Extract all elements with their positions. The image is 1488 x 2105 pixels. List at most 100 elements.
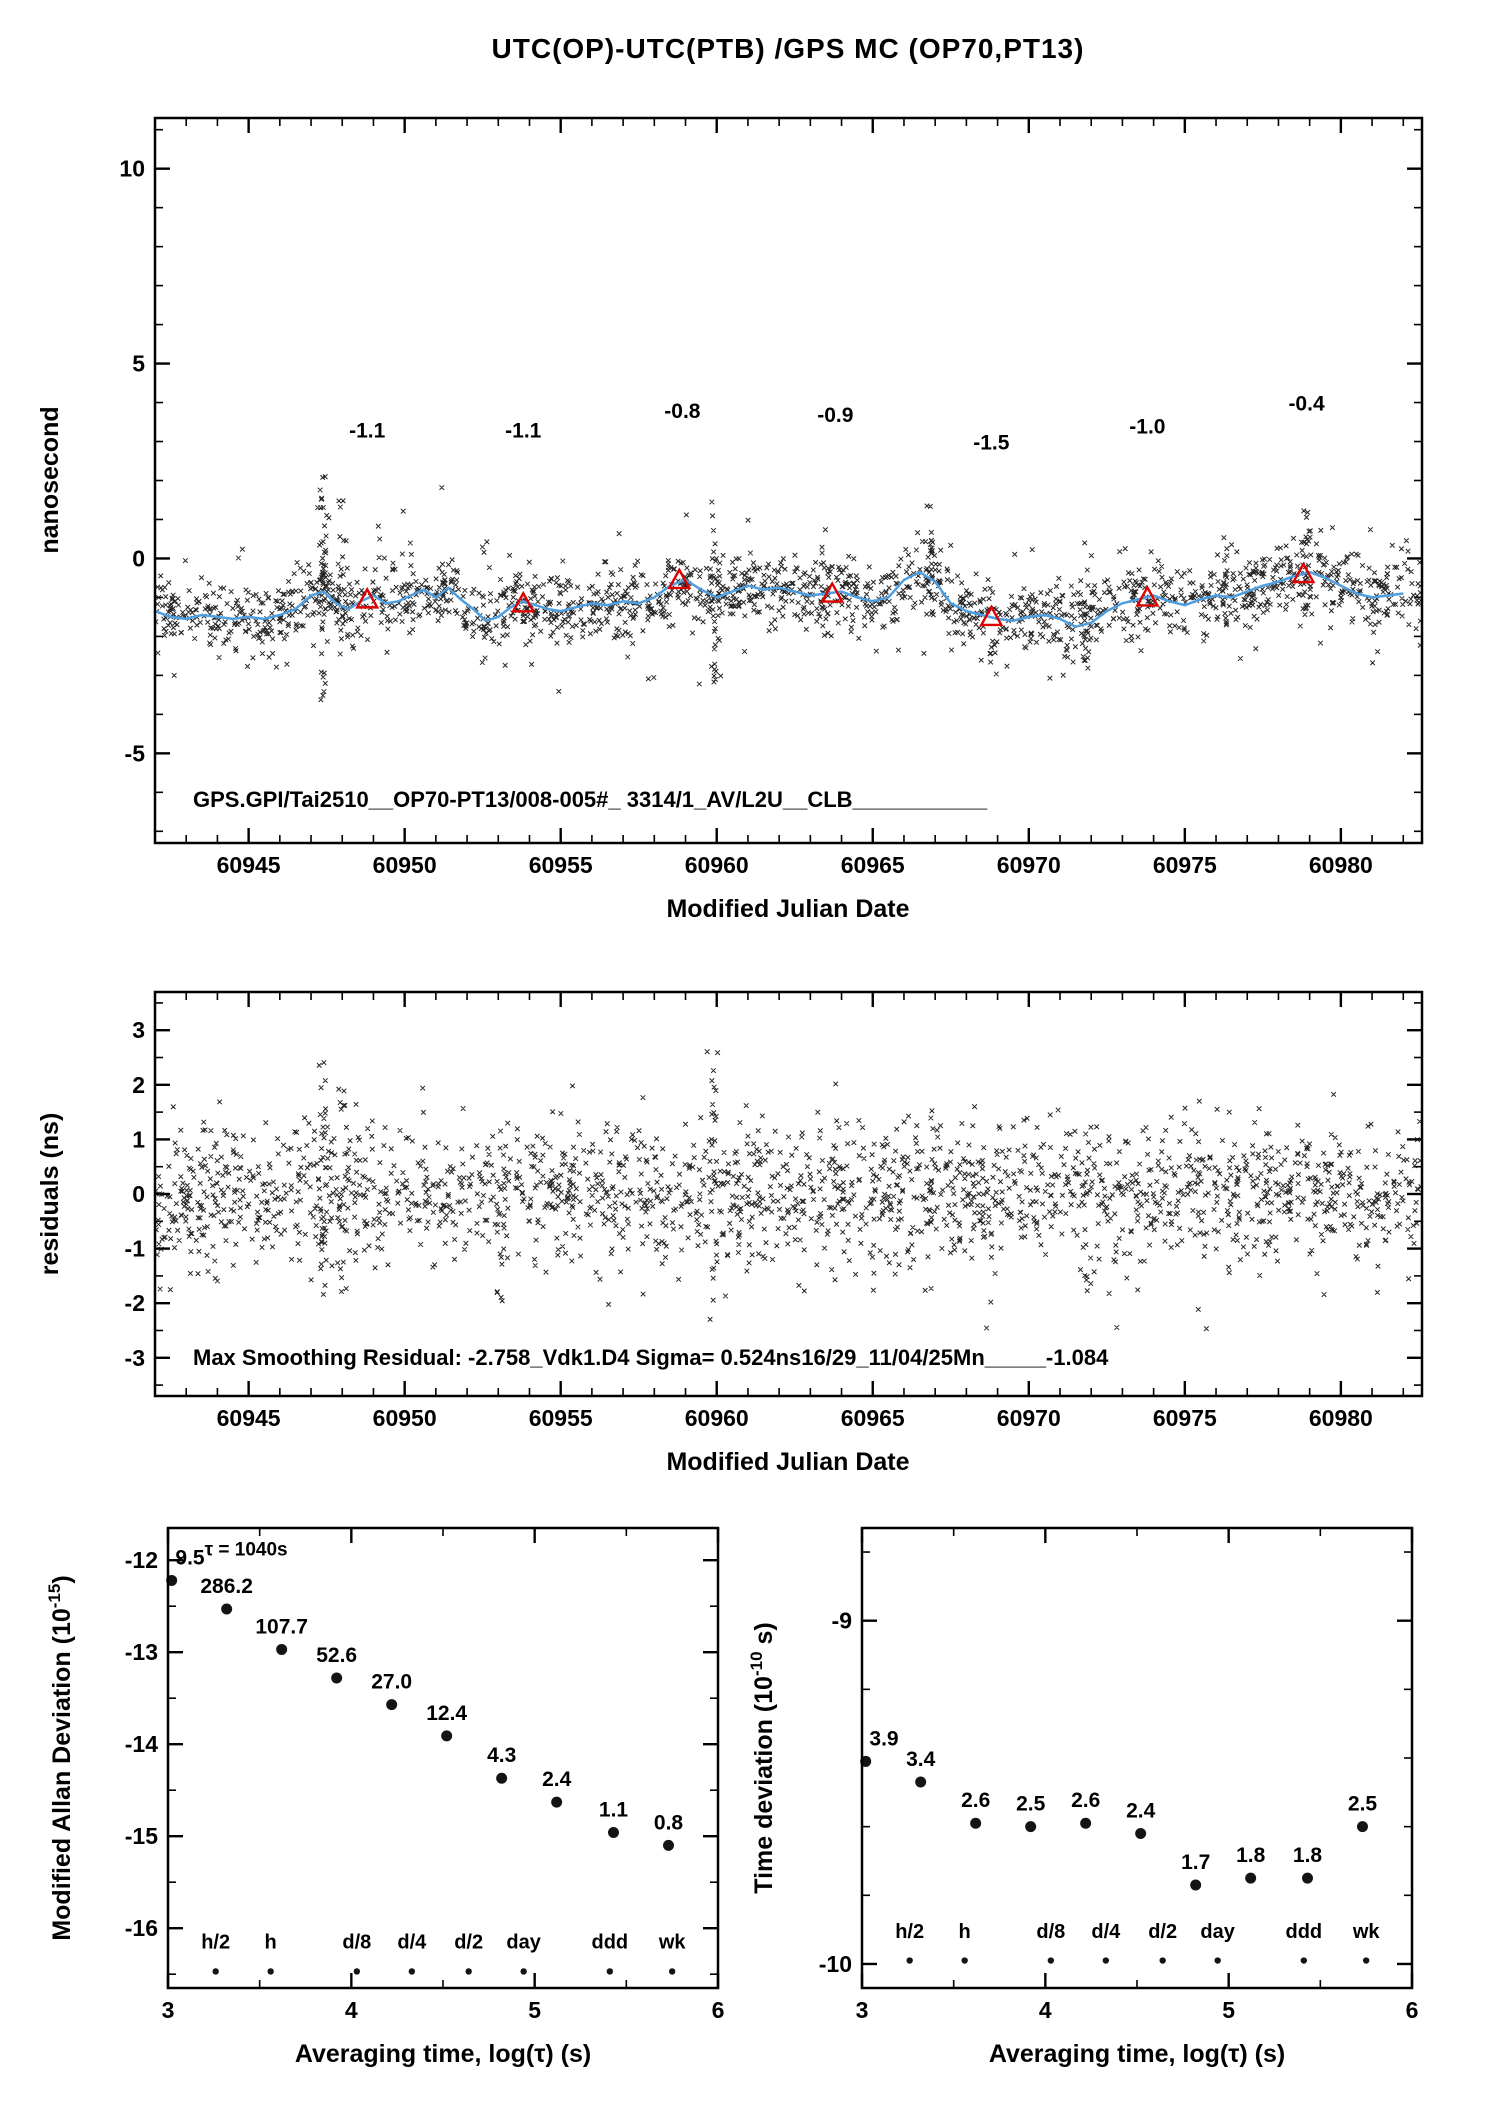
scatter-points [155,474,1422,703]
data-point [496,1772,508,1784]
residuals-annotation: Max Smoothing Residual: -2.758_Vdk1.D4 S… [193,1345,1109,1370]
data-point [1190,1879,1202,1891]
point-value-label: 2.5 [1016,1793,1046,1816]
y-tick-label: 2 [132,1072,145,1098]
y-tick-label: -16 [125,1915,158,1941]
data-point [276,1643,288,1655]
x-tick-label: 60970 [997,1405,1061,1431]
calibration-triangle [1291,561,1316,584]
y-tick-label: -13 [125,1639,158,1665]
time-tag-label: wk [658,1931,687,1953]
x-tick-label: 5 [1222,1997,1235,2023]
mdev-xaxis-label: Averaging time, log(τ) (s) [295,2040,591,2068]
x-tick-label: 60955 [529,852,593,878]
x-tick-label: 60970 [997,852,1061,878]
time-tag-label: d/4 [397,1931,427,1953]
point-value-label: 0.8 [654,1811,684,1834]
data-point [221,1603,233,1615]
time-tag-dot [1362,1957,1370,1964]
time-tag-label: h/2 [895,1921,924,1943]
phase-annotation: GPS.GPI/Tai2510__OP70-PT13/008-005#_ 331… [193,787,988,812]
residuals-xaxis-label: Modified Julian Date [666,1448,909,1476]
x-tick-label: 60975 [1153,1405,1217,1431]
y-tick-label: -1 [125,1236,146,1262]
data-point [441,1730,453,1742]
data-point [608,1827,619,1839]
time-tag-label: h/2 [201,1931,230,1953]
calibration-value-label: -1.1 [505,420,542,443]
x-tick-label: 3 [162,1997,175,2023]
time-tag-dot [1047,1957,1055,1964]
plot-frame [860,1526,1414,1990]
x-tick-label: 5 [528,1997,541,2023]
x-tick-label: 60960 [685,852,749,878]
y-tick-label: -14 [125,1731,158,1757]
y-tick-label: 5 [132,351,145,377]
phase-xaxis-label: Modified Julian Date [666,895,909,923]
y-tick-label: -5 [125,740,146,766]
x-tick-label: 4 [1039,1997,1052,2023]
data-point [663,1839,674,1851]
y-tick-label: -2 [125,1290,145,1316]
data-point [915,1776,927,1788]
y-tick-label: 0 [132,1181,145,1207]
point-value-label: 2.6 [961,1789,990,1812]
time-tag-label: day [506,1931,541,1953]
x-tick-label: 60965 [841,1405,905,1431]
residuals-yaxis-label: residuals (ns) [36,1113,64,1276]
x-tick-label: 60950 [373,852,437,878]
point-value-label: 2.5 [1348,1793,1378,1816]
calibration-triangle [979,604,1004,627]
y-tick-label: 3 [132,1017,145,1043]
point-value-label: 12.4 [426,1702,467,1725]
time-tag-label: ddd [1286,1921,1323,1943]
y-tick-label: -9 [832,1608,852,1634]
data-point [331,1672,343,1684]
time-tag-dot [520,1968,527,1975]
point-value-label: 1.1 [599,1799,629,1822]
calibration-value-label: -1.1 [349,420,386,443]
time-tag-dot [465,1968,472,1975]
time-tag-dot [668,1968,676,1975]
x-tick-label: 60980 [1309,1405,1373,1431]
time-tag-label: ddd [592,1931,629,1953]
data-point [1357,1821,1368,1833]
x-tick-label: 4 [345,1997,358,2023]
y-tick-label: -3 [125,1345,145,1371]
data-point [1135,1828,1147,1840]
time-tag-label: d/8 [1036,1921,1065,1943]
x-tick-label: 60950 [373,1405,437,1431]
calibration-value-label: -0.4 [1288,392,1325,415]
time-tag-label: wk [1352,1921,1381,1943]
point-value-label: 1.8 [1236,1844,1266,1867]
time-tag-label: h [265,1931,277,1953]
time-tag-dot [408,1968,416,1975]
calibration-triangle [511,590,536,613]
calibration-triangle [667,567,692,590]
x-tick-label: 6 [1406,1997,1419,2023]
point-value-label: 1.8 [1293,1844,1323,1867]
point-value-label: 2.6 [1071,1789,1100,1812]
data-point [551,1796,563,1808]
residuals-panel: 60945 60950 60955 60960 60965 60970 60975 60980… [125,990,1424,1431]
data-point [1302,1872,1313,1884]
y-tick-label: 0 [132,545,145,571]
tdev-panel: 3 4 5 6 -9 -10 3.9 3.4 2.6 2.5 2.6 2.4 1.7 1.8 1.8 2.5 h… [819,1526,1419,2023]
data-point [386,1699,398,1711]
y-tick-label: -15 [125,1823,158,1849]
point-value-label: 9.5 [175,1546,205,1569]
time-tag-dot [1300,1957,1308,1964]
data-point [1245,1872,1257,1884]
y-tick-label: -10 [819,1951,852,1977]
time-tag-label: day [1200,1921,1235,1943]
x-tick-label: 60945 [217,852,281,878]
tdev-xaxis-label: Averaging time, log(τ) (s) [989,2040,1285,2068]
time-tag-dot [606,1968,614,1975]
figure-title: UTC(OP)-UTC(PTB) /GPS MC (OP70,PT13) [492,33,1085,64]
scatter-points [155,1049,1422,1332]
time-tag-label: h [959,1921,971,1943]
data-point [1025,1821,1037,1833]
